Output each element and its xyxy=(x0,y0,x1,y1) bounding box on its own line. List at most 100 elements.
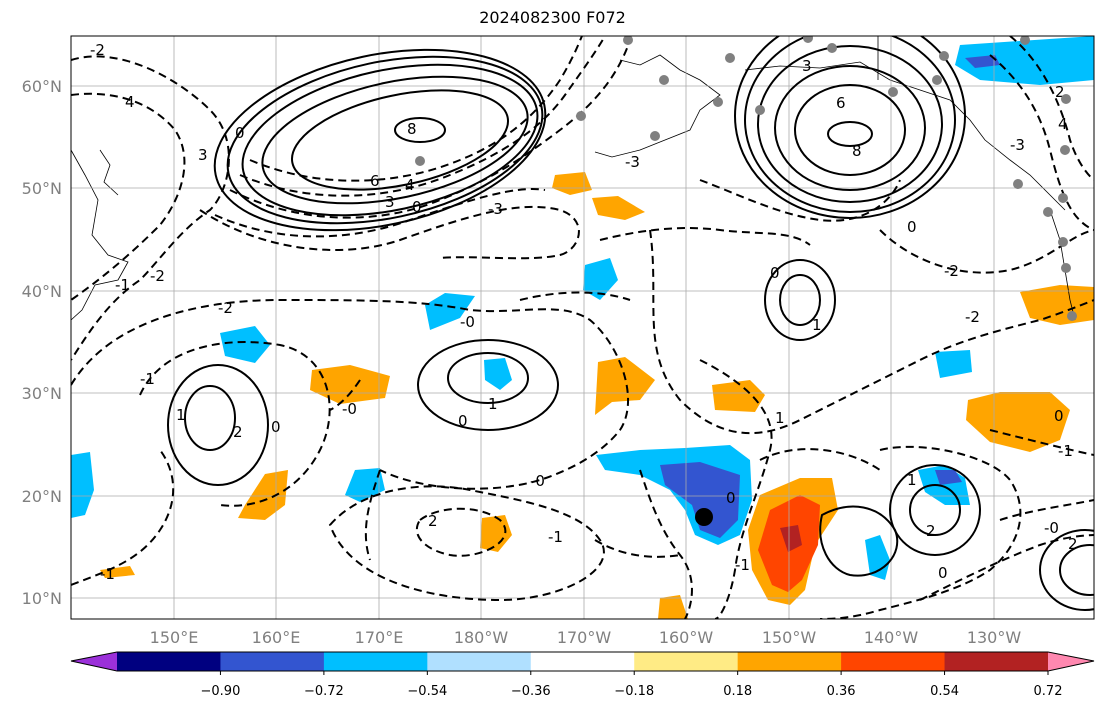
contour-label: 3 xyxy=(385,193,395,211)
lon-label: 170°E xyxy=(355,628,404,647)
highlighted-point xyxy=(695,508,713,526)
shaded-region xyxy=(660,462,740,538)
contour-label: 0 xyxy=(271,418,281,436)
contour-label: 3 xyxy=(198,146,208,164)
contour-label: 8 xyxy=(852,142,862,160)
shaded-region xyxy=(425,293,475,330)
shaded-region xyxy=(552,172,592,195)
lon-label: 130°W xyxy=(967,628,1022,647)
contour-label: -1 xyxy=(140,370,155,388)
colorbar-tick-label: 0.72 xyxy=(1034,684,1063,699)
contour-label: 6 xyxy=(836,94,846,112)
contour-label: 0 xyxy=(412,198,422,216)
contour-label: -0 xyxy=(530,472,545,490)
contour-label: 0 xyxy=(907,218,917,236)
contour-label: -1 xyxy=(1058,442,1073,460)
contour-label: -3 xyxy=(625,153,640,171)
contour-label: -3 xyxy=(1010,136,1025,154)
colorbar-segment xyxy=(841,652,946,671)
station-marker xyxy=(932,75,942,85)
contour-label: 2 xyxy=(1055,83,1065,101)
shaded-region xyxy=(658,595,688,619)
shaded-region xyxy=(484,358,512,390)
colorbar-segment xyxy=(323,652,428,671)
contour-label: -3 xyxy=(488,200,503,218)
map-area: -2 4 0 3 8 6 3 4 0 -3 3 6 8 -3 0 -2 -1 -… xyxy=(71,36,1094,619)
colorbar-segment xyxy=(117,652,221,671)
dashed-contours xyxy=(71,36,1094,619)
contour-label: -2 xyxy=(944,262,959,280)
lon-label: 150°W xyxy=(762,628,817,647)
contour-label: -1 xyxy=(100,565,115,583)
station-marker xyxy=(650,131,660,141)
colorbar-segment xyxy=(737,652,842,671)
lon-label: 150°E xyxy=(150,628,199,647)
lat-label: 50°N xyxy=(22,179,62,198)
contour-label: 0 xyxy=(235,124,245,142)
shaded-region xyxy=(865,535,890,580)
colorbar-segment xyxy=(530,652,635,671)
contour-label: -0 xyxy=(460,313,475,331)
contour-label: 1 xyxy=(907,471,917,489)
contour-label: -2 xyxy=(150,267,165,285)
lat-label: 30°N xyxy=(22,384,62,403)
lon-label: 160°W xyxy=(659,628,714,647)
contour-label: 2 xyxy=(1068,535,1078,553)
shaded-region xyxy=(595,357,655,415)
shaded-region xyxy=(592,196,645,220)
contour-label: 8 xyxy=(407,120,417,138)
colorbar: −0.90 −0.72 −0.54 −0.36 −0.18 0.18 0.36 0.54 0.7… xyxy=(70,651,1095,699)
lon-label: 180°W xyxy=(454,628,509,647)
colorbar-tick-label: −0.72 xyxy=(304,684,344,699)
shaded-region xyxy=(712,380,765,412)
shaded-anomalies xyxy=(71,36,1094,619)
map-title: 2024082300 F072 xyxy=(479,8,626,27)
coastlines xyxy=(71,36,1076,321)
station-marker xyxy=(1061,94,1071,104)
contour-label: 3 xyxy=(802,57,812,75)
station-marker xyxy=(1058,193,1068,203)
contour-label: 4 xyxy=(125,93,135,111)
contour-label: 0 xyxy=(1054,407,1064,425)
contour-label: 0 xyxy=(938,564,948,582)
colorbar-segment xyxy=(634,652,739,671)
contour-label: 4 xyxy=(1058,115,1068,133)
colorbar-segment xyxy=(944,652,1049,671)
lon-label: 170°W xyxy=(557,628,612,647)
shaded-region xyxy=(583,258,618,300)
colorbar-tick-label: 0.54 xyxy=(930,684,959,699)
contour-label: -2 xyxy=(965,308,980,326)
colorbar-tick-label: 0.18 xyxy=(723,684,752,699)
map-background xyxy=(71,36,1094,619)
colorbar-extend-low xyxy=(71,652,117,671)
lat-label: 10°N xyxy=(22,589,62,608)
station-marker xyxy=(576,111,586,121)
station-marker xyxy=(415,156,425,166)
station-marker xyxy=(1058,237,1068,247)
shaded-region xyxy=(345,468,385,502)
station-markers xyxy=(415,36,1077,321)
shaded-region xyxy=(310,365,390,404)
lat-label: 60°N xyxy=(22,77,62,96)
colorbar-segments xyxy=(71,652,1094,671)
contour-labels: -2 4 0 3 8 6 3 4 0 -3 3 6 8 -3 0 -2 -1 -… xyxy=(90,41,1078,583)
shaded-region xyxy=(238,470,288,520)
lon-label: 160°E xyxy=(252,628,301,647)
shaded-region xyxy=(935,350,972,378)
shaded-region xyxy=(965,55,1000,68)
colorbar-tick-label: 0.36 xyxy=(827,684,856,699)
longitude-labels: 150°E 160°E 170°E 180°W 170°W 160°W 150°… xyxy=(150,628,1022,647)
station-marker xyxy=(1060,145,1070,155)
station-marker xyxy=(939,51,949,61)
colorbar-extend-high xyxy=(1048,652,1094,671)
station-marker xyxy=(755,105,765,115)
contour-label: 2 xyxy=(926,522,936,540)
lat-label: 40°N xyxy=(22,282,62,301)
shaded-region xyxy=(955,36,1094,85)
lat-label: 20°N xyxy=(22,487,62,506)
colorbar-tick-label: −0.90 xyxy=(201,684,241,699)
contour-label: 2 xyxy=(233,423,243,441)
lon-label: 140°W xyxy=(864,628,919,647)
shaded-region xyxy=(71,452,94,518)
contour-label: 0 xyxy=(770,264,780,282)
